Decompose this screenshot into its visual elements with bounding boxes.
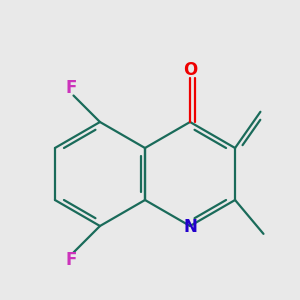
Text: F: F bbox=[66, 79, 77, 97]
Text: F: F bbox=[66, 251, 77, 269]
Text: O: O bbox=[183, 61, 197, 79]
Text: N: N bbox=[183, 218, 197, 236]
